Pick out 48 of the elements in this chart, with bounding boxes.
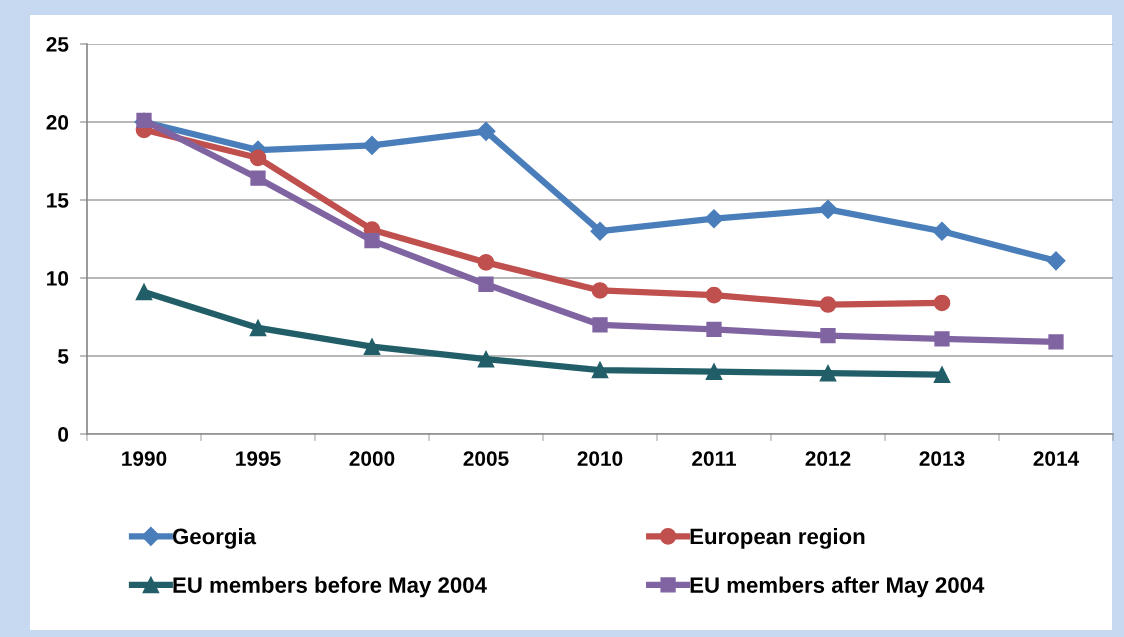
x-tick-label: 2010 [577,451,623,466]
point [591,361,609,379]
point [476,121,496,141]
point [705,363,723,380]
point [818,199,838,219]
point [934,331,950,347]
point [362,135,382,155]
point [477,350,495,368]
point [819,364,837,382]
point [591,282,609,299]
x-tick-label: 2011 [692,451,737,466]
legend-label: EU members before May 2004 [173,576,487,598]
x-tick-label: 2005 [463,451,509,466]
point [249,149,267,167]
point [704,209,724,229]
y-tick-label: 15 [47,193,69,208]
point [363,338,381,355]
x-tick-label: 1990 [122,451,167,466]
point [478,276,494,292]
point [135,283,153,301]
y-tick-label: 5 [58,349,69,364]
point [1048,334,1064,350]
point [1046,251,1066,271]
y-tick-label: 20 [46,115,69,130]
legend-label: European region [690,528,865,549]
legend-label: EU members after May 2004 [690,576,985,598]
y-tick-label: 25 [46,37,69,52]
x-tick-label: 1995 [236,451,281,466]
point [933,294,951,312]
point [250,170,266,186]
point [364,232,380,249]
point [477,254,495,271]
y-tick-label: 10 [47,271,69,286]
legend-label: Georgia [172,528,257,549]
y-tick-label: 0 [58,427,69,442]
point [932,221,952,241]
x-tick-label: 2012 [805,451,851,466]
point [706,321,722,338]
point [249,319,267,337]
point [705,286,723,304]
x-tick-label: 2000 [349,451,395,466]
point [933,366,951,384]
point [819,296,837,313]
point [590,221,610,241]
point [820,328,836,344]
point [592,317,608,333]
x-tick-label: 2014 [1033,451,1080,466]
x-tick-label: 2013 [919,451,965,466]
